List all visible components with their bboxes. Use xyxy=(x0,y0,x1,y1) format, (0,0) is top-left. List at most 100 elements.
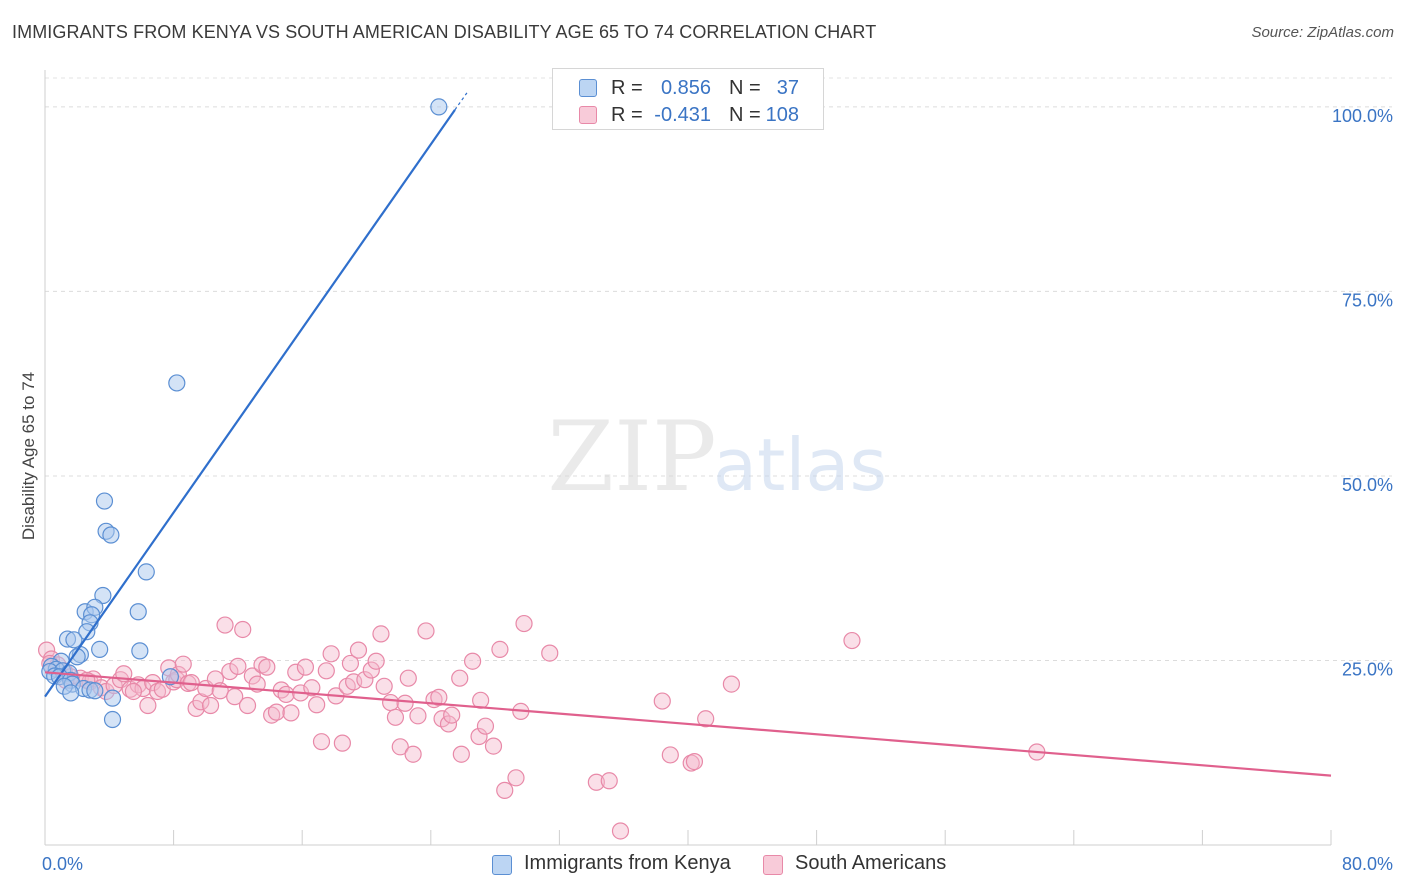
south-americans-point xyxy=(452,745,470,763)
south-americans-point xyxy=(234,620,252,639)
south-americans-point xyxy=(404,745,422,763)
y-tick-label: 50.0% xyxy=(1342,475,1393,495)
legend-label-kenya: Immigrants from Kenya xyxy=(524,852,731,874)
kenya-point xyxy=(129,603,147,621)
south-americans-point xyxy=(341,654,360,673)
south-americans-point xyxy=(463,652,482,670)
south-americans-point xyxy=(391,738,409,756)
south-americans-point xyxy=(303,679,321,697)
south-americans-point xyxy=(600,772,618,790)
south-americans-point xyxy=(661,746,679,764)
south-americans-point xyxy=(312,733,331,751)
x-tick-label: 0.0% xyxy=(42,854,83,874)
south-americans-point xyxy=(322,645,340,663)
kenya-point xyxy=(86,682,104,700)
south-americans-point xyxy=(356,671,374,689)
n-value: 108 xyxy=(765,104,799,126)
kenya-point xyxy=(168,374,186,392)
kenya-point xyxy=(131,642,149,660)
south-americans-point xyxy=(417,622,435,640)
south-americans-point xyxy=(611,822,630,840)
south-americans-point xyxy=(243,667,261,685)
south-americans-point xyxy=(484,737,503,755)
x-tick-label: 80.0% xyxy=(1342,854,1393,874)
chart-title: IMMIGRANTS FROM KENYA VS SOUTH AMERICAN … xyxy=(12,22,877,42)
south-americans-point xyxy=(399,669,417,687)
south-americans-point xyxy=(226,688,244,706)
south-americans-point xyxy=(375,677,393,695)
south-americans-point xyxy=(282,704,300,722)
south-americans-point xyxy=(685,752,704,771)
south-americans-point xyxy=(507,769,525,787)
south-americans-point xyxy=(258,658,276,676)
south-americans-point xyxy=(396,694,414,712)
south-americans-point xyxy=(317,662,335,680)
kenya-point xyxy=(137,563,155,581)
kenya-point xyxy=(103,689,122,707)
south-americans-point xyxy=(267,703,286,721)
south-americans-point xyxy=(201,696,220,715)
south-americans-point xyxy=(38,641,56,659)
south-americans-point xyxy=(263,706,281,724)
south-americans-point xyxy=(451,669,469,687)
n-label: N = xyxy=(729,104,761,126)
y-tick-label: 25.0% xyxy=(1342,659,1393,679)
south-americans-point xyxy=(333,734,351,752)
south-americans-point xyxy=(229,657,247,675)
y-tick-label: 75.0% xyxy=(1342,290,1393,310)
grid-lines xyxy=(45,77,1392,661)
south-americans-point xyxy=(238,696,257,715)
south-americans-point xyxy=(139,696,157,715)
trend-lines xyxy=(44,92,1332,777)
south-americans-point xyxy=(491,640,509,659)
south-americans-point xyxy=(443,706,461,724)
kenya-point xyxy=(91,640,109,659)
axes xyxy=(44,70,1332,846)
kenya-point xyxy=(430,98,448,116)
south-americans-point xyxy=(515,614,533,633)
r-label: R = xyxy=(611,104,643,126)
kenya-point xyxy=(102,526,120,544)
watermark: ZIP atlas xyxy=(547,401,887,513)
south-americans-point xyxy=(409,707,427,725)
south-americans-point xyxy=(362,661,380,679)
watermark-zip: ZIP xyxy=(547,401,716,513)
kenya-legend-swatch xyxy=(492,855,512,875)
kenya-point xyxy=(78,623,96,641)
south-americans-points xyxy=(38,614,1046,840)
correlation-legend: R = 0.856 N = 37 R = -0.431 N = 108 xyxy=(552,68,824,130)
south-americans-point xyxy=(367,652,385,670)
south-americans-point xyxy=(430,688,448,706)
south-americans-point xyxy=(697,710,715,728)
legend-label-south-americans: South Americans xyxy=(795,852,947,874)
south-americans-point xyxy=(296,658,315,676)
kenya-point xyxy=(94,586,112,605)
south-americans-point xyxy=(287,663,305,681)
kenya-point xyxy=(161,668,179,686)
south-americans-point xyxy=(496,781,514,799)
south-americans-point xyxy=(174,655,192,673)
source-credit: Source: ZipAtlas.com xyxy=(1251,24,1394,41)
legend-row-south-americans: R = -0.431 N = 108 xyxy=(553,101,823,127)
south-americans-point xyxy=(349,641,368,659)
r-value: 0.856 xyxy=(660,77,711,99)
n-label: N = xyxy=(729,77,761,99)
south-americans-point xyxy=(124,682,143,701)
kenya-swatch xyxy=(579,79,597,97)
kenya-point xyxy=(62,684,80,702)
r-value: -0.431 xyxy=(654,104,711,126)
n-value: 37 xyxy=(776,77,799,99)
south-americans-point xyxy=(476,717,495,735)
south-americans-legend-swatch xyxy=(763,855,783,875)
r-label: R = xyxy=(611,77,643,99)
south-americans-point xyxy=(653,692,671,710)
kenya-point xyxy=(103,710,122,729)
kenya-point xyxy=(65,631,83,649)
south-americans-point xyxy=(372,625,390,643)
south-americans-point xyxy=(439,715,458,733)
kenya-trend-line xyxy=(44,109,456,698)
y-tick-label: 100.0% xyxy=(1332,106,1393,126)
watermark-atlas: atlas xyxy=(713,423,887,507)
tick-labels: 25.0% 50.0% 75.0% 100.0% 0.0% 80.0% xyxy=(42,106,1393,874)
